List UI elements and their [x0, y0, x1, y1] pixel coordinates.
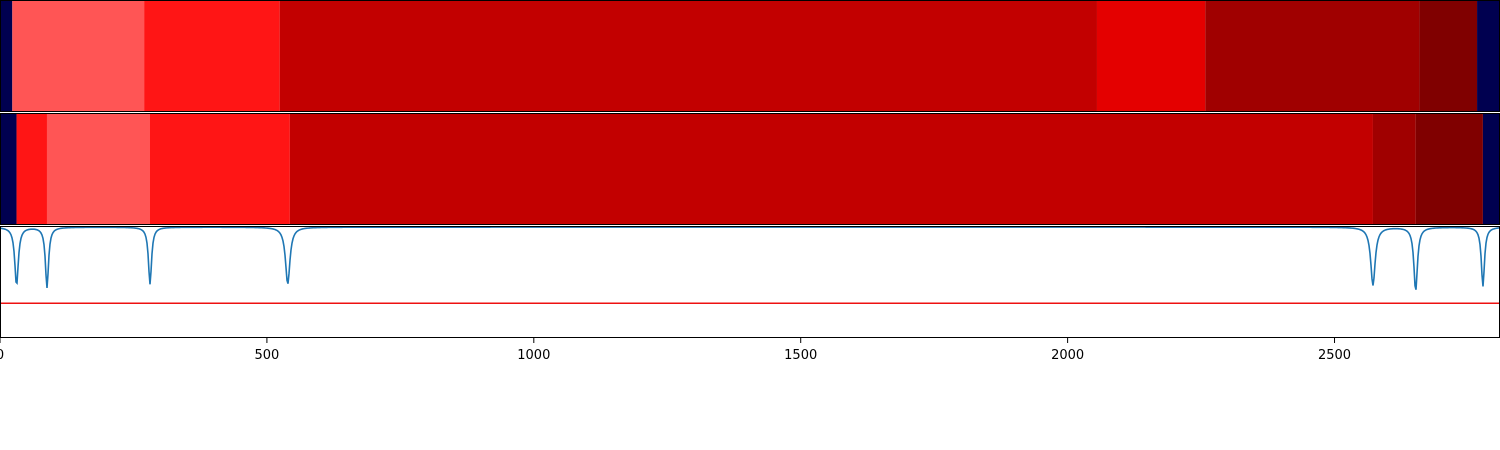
x-tick-label: 1000 [517, 348, 550, 363]
heatmap-segment [1416, 113, 1483, 225]
signal-frame [1, 227, 1500, 338]
x-tick-label: 500 [254, 348, 279, 363]
x-tick-label: 2500 [1318, 348, 1351, 363]
heatmap-segment [0, 0, 12, 112]
heatmap-segment [47, 113, 150, 225]
signal-panel [0, 227, 1500, 338]
x-axis: 0 500 1000 1500 2000 2500 [0, 338, 1351, 363]
x-tick-label: 1500 [784, 348, 817, 363]
heatmap-segment [1373, 113, 1416, 225]
heatmap-segment [1483, 113, 1500, 225]
heatmap-segment [150, 113, 290, 225]
heatmap-segment [290, 113, 1373, 225]
heatmap-segment [280, 0, 1097, 112]
heatmap-segment [1477, 0, 1500, 112]
signal-line [0, 227, 1500, 290]
heatmap-segment [1205, 0, 1419, 112]
heatmap-segment [1097, 0, 1205, 112]
heatmap-segment [1419, 0, 1477, 112]
heatmap-segment [12, 0, 144, 112]
heatmap-segment [17, 113, 47, 225]
heatmap-tracks [0, 0, 1500, 225]
heatmap-segment [144, 0, 280, 112]
x-tick-label: 0 [0, 348, 4, 363]
heatmap-segment [0, 113, 17, 225]
x-tick-label: 2000 [1051, 348, 1084, 363]
